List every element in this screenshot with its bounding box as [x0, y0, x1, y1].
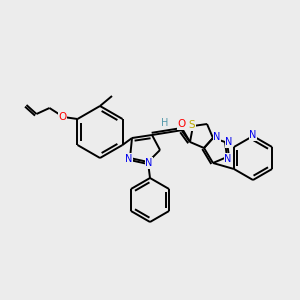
Text: O: O — [178, 119, 186, 129]
Text: H: H — [161, 118, 168, 128]
Text: N: N — [224, 154, 232, 164]
Text: N: N — [249, 130, 257, 140]
Text: N: N — [213, 132, 221, 142]
Text: O: O — [58, 112, 67, 122]
Text: N: N — [145, 158, 153, 168]
Text: S: S — [189, 120, 195, 130]
Text: N: N — [225, 137, 233, 147]
Text: N: N — [125, 154, 133, 164]
